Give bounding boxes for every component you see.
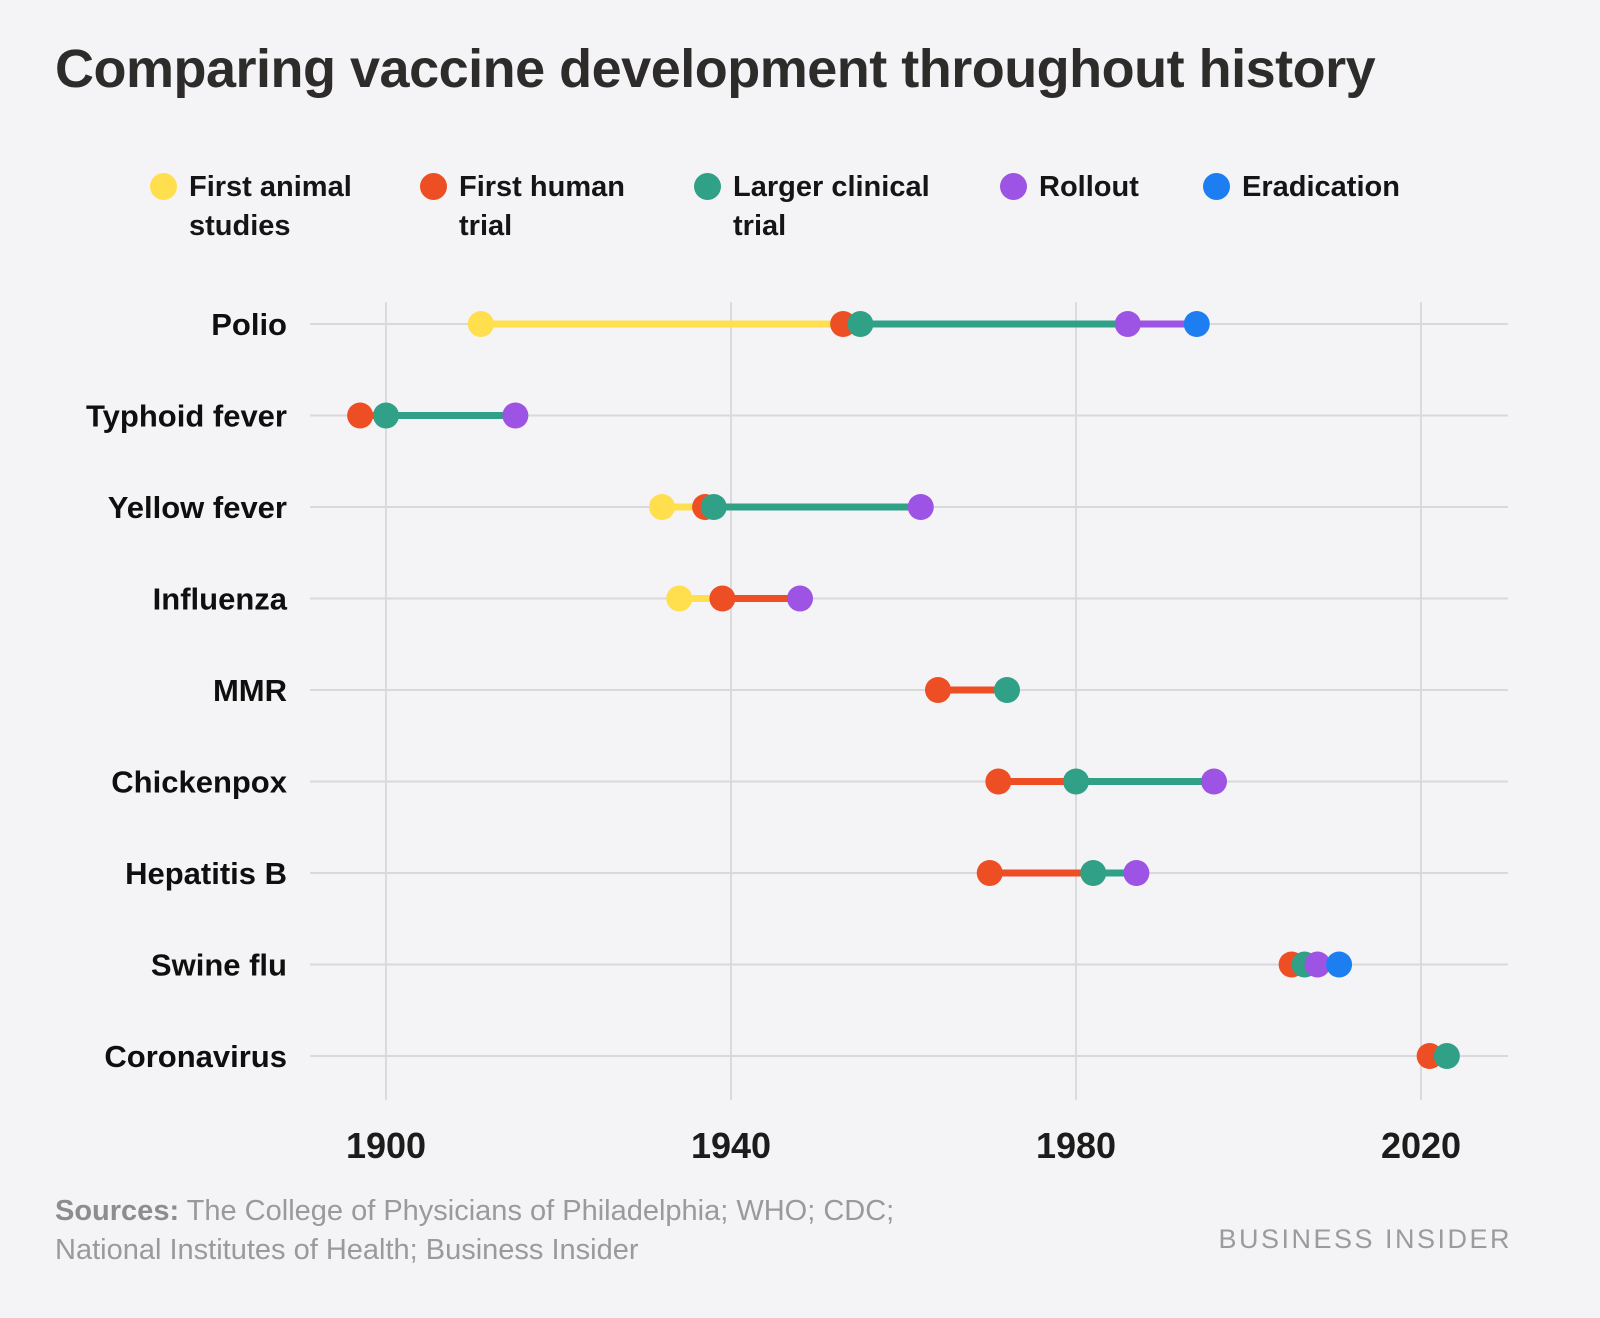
legend-label: First animal studies <box>189 171 352 242</box>
legend-item-rollout: Rollout <box>1000 168 1199 207</box>
milestone-dot-animal <box>649 494 675 520</box>
page-title: Comparing vaccine development throughout… <box>55 39 1376 99</box>
milestone-dot-rollout <box>1123 860 1150 886</box>
business-insider-logo: BUSINESS INSIDER <box>1218 1224 1512 1254</box>
milestone-dot-eradication <box>1326 951 1353 978</box>
milestone-dot-larger <box>1433 1043 1460 1069</box>
x-axis-label: 2020 <box>1381 1125 1461 1166</box>
sources-line2: National Institutes of Health; Business … <box>55 1234 639 1266</box>
row-label-coronavirus: Coronavirus <box>104 1039 287 1074</box>
eradication-dot-icon <box>1203 173 1230 200</box>
legend: First animal studies First human trial Lar… <box>0 168 1600 278</box>
milestone-dot-rollout <box>1201 768 1227 795</box>
milestone-dot-rollout <box>787 585 813 612</box>
milestone-dot-animal <box>467 311 494 337</box>
sources-label: Sources: <box>55 1195 180 1227</box>
milestone-dot-human <box>347 402 374 429</box>
milestone-dot-animal <box>666 585 693 612</box>
row-label-typhoid-fever: Typhoid fever <box>86 399 287 434</box>
milestone-dot-human <box>925 677 951 703</box>
row-label-mmr: MMR <box>213 673 287 708</box>
row-label-hepatitis-b: Hepatitis B <box>125 856 287 891</box>
legend-label: Larger clinical trial <box>733 171 930 242</box>
milestone-dot-rollout <box>1304 951 1331 978</box>
milestone-dot-rollout <box>502 402 529 429</box>
milestone-dot-human <box>985 768 1012 795</box>
milestone-dot-human <box>709 585 736 612</box>
milestone-dot-larger <box>1063 768 1089 795</box>
legend-label: Eradication <box>1242 171 1400 203</box>
row-label-chickenpox: Chickenpox <box>111 765 287 800</box>
legend-label: Rollout <box>1039 171 1139 203</box>
milestone-dot-larger <box>700 494 727 520</box>
legend-label: First human trial <box>459 171 625 242</box>
row-label-polio: Polio <box>211 307 287 342</box>
larger-dot-icon <box>694 173 721 200</box>
x-axis-label: 1940 <box>691 1125 771 1166</box>
row-label-influenza: Influenza <box>153 582 288 617</box>
milestone-dot-rollout <box>907 494 934 520</box>
legend-item-eradication: Eradication <box>1203 168 1457 207</box>
sources-line1: The College of Physicians of Philadelphi… <box>186 1195 895 1227</box>
milestone-dot-larger <box>847 311 874 337</box>
human-dot-icon <box>420 173 447 200</box>
milestone-dot-rollout <box>1114 311 1141 337</box>
milestone-dot-larger <box>373 402 399 429</box>
sources: Sources: The College of Physicians of Ph… <box>55 1192 894 1270</box>
legend-item-human: First human trial <box>420 168 654 246</box>
milestone-dot-larger <box>994 677 1020 703</box>
x-axis-label: 1980 <box>1036 1125 1116 1166</box>
rollout-dot-icon <box>1000 173 1027 200</box>
animal-dot-icon <box>150 173 177 200</box>
legend-item-larger: Larger clinical trial <box>694 168 968 246</box>
milestone-dot-human <box>976 860 1003 886</box>
row-label-yellow-fever: Yellow fever <box>108 490 287 525</box>
milestone-dot-larger <box>1080 860 1107 886</box>
x-axis-label: 1900 <box>346 1125 426 1166</box>
row-label-swine-flu: Swine flu <box>151 948 287 983</box>
milestone-dot-eradication <box>1183 311 1210 337</box>
legend-item-animal: First animal studies <box>150 168 384 246</box>
